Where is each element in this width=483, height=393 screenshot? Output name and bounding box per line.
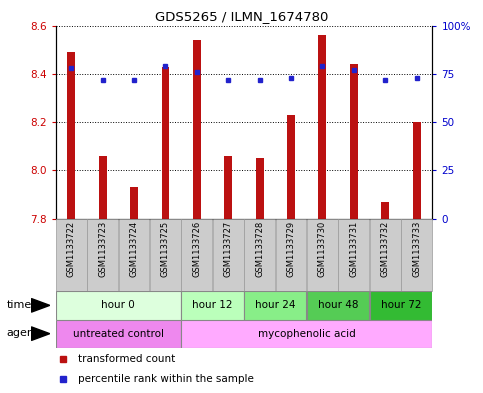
Bar <box>56 291 181 320</box>
Text: time: time <box>6 300 31 310</box>
Bar <box>318 35 327 219</box>
Bar <box>56 320 181 348</box>
Bar <box>182 291 243 320</box>
Text: percentile rank within the sample: percentile rank within the sample <box>78 374 254 384</box>
Bar <box>276 219 306 291</box>
Text: GSM1133727: GSM1133727 <box>224 221 233 277</box>
Bar <box>350 64 358 219</box>
Text: GSM1133726: GSM1133726 <box>192 221 201 277</box>
Bar <box>307 219 338 291</box>
Text: GSM1133733: GSM1133733 <box>412 221 421 277</box>
Bar <box>182 320 432 348</box>
Text: GSM1133729: GSM1133729 <box>286 221 296 277</box>
Text: GSM1133732: GSM1133732 <box>381 221 390 277</box>
Bar <box>412 122 421 219</box>
Bar <box>56 219 86 291</box>
Text: GSM1133725: GSM1133725 <box>161 221 170 277</box>
Bar <box>401 219 432 291</box>
Bar <box>67 52 75 219</box>
Polygon shape <box>31 299 50 312</box>
Text: hour 24: hour 24 <box>255 300 296 310</box>
Bar <box>130 187 138 219</box>
Bar <box>224 156 232 219</box>
Bar <box>119 219 149 291</box>
Text: GSM1133730: GSM1133730 <box>318 221 327 277</box>
Text: GSM1133728: GSM1133728 <box>255 221 264 277</box>
Text: transformed count: transformed count <box>78 354 175 364</box>
Bar <box>287 115 295 219</box>
Text: GSM1133722: GSM1133722 <box>67 221 76 277</box>
Bar <box>182 219 212 291</box>
Bar <box>161 66 170 219</box>
Bar <box>150 219 181 291</box>
Bar <box>193 40 201 219</box>
Bar <box>370 291 432 320</box>
Text: agent: agent <box>6 328 39 338</box>
Text: untreated control: untreated control <box>73 329 164 339</box>
Bar <box>213 219 243 291</box>
Bar <box>256 158 264 219</box>
Polygon shape <box>31 327 50 340</box>
Bar <box>381 202 389 219</box>
Bar <box>244 219 275 291</box>
Text: hour 0: hour 0 <box>101 300 135 310</box>
Text: GSM1133731: GSM1133731 <box>349 221 358 277</box>
Text: hour 48: hour 48 <box>318 300 358 310</box>
Bar <box>99 156 107 219</box>
Text: GSM1133723: GSM1133723 <box>98 221 107 277</box>
Text: GDS5265 / ILMN_1674780: GDS5265 / ILMN_1674780 <box>155 10 328 23</box>
Bar <box>244 291 306 320</box>
Bar <box>370 219 400 291</box>
Bar <box>87 219 118 291</box>
Text: GSM1133724: GSM1133724 <box>129 221 139 277</box>
Text: mycophenolic acid: mycophenolic acid <box>258 329 355 339</box>
Text: hour 72: hour 72 <box>381 300 421 310</box>
Bar <box>339 219 369 291</box>
Text: hour 12: hour 12 <box>192 300 233 310</box>
Bar <box>307 291 369 320</box>
